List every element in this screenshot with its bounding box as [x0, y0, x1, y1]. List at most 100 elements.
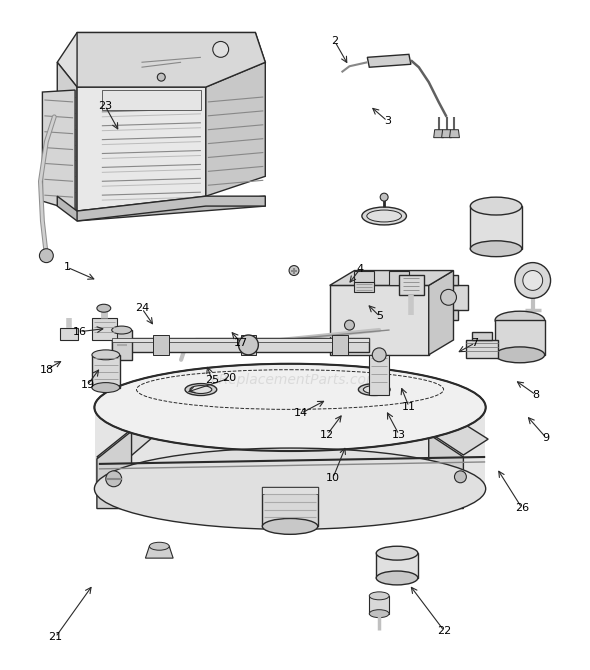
Text: 9: 9	[543, 433, 550, 443]
Polygon shape	[495, 320, 545, 355]
Circle shape	[158, 73, 165, 81]
Ellipse shape	[369, 592, 389, 600]
Ellipse shape	[92, 350, 120, 360]
Polygon shape	[429, 285, 468, 310]
Polygon shape	[473, 332, 492, 340]
Polygon shape	[95, 407, 485, 488]
Ellipse shape	[495, 311, 545, 329]
Text: 24: 24	[135, 304, 149, 314]
Polygon shape	[206, 62, 266, 196]
Ellipse shape	[112, 326, 132, 334]
Circle shape	[289, 265, 299, 275]
Text: 10: 10	[326, 473, 340, 483]
Text: eReplacementParts.com: eReplacementParts.com	[210, 373, 380, 387]
Text: 7: 7	[471, 338, 478, 348]
Polygon shape	[77, 196, 266, 221]
Text: 3: 3	[384, 116, 391, 126]
Text: 2: 2	[331, 36, 338, 46]
Polygon shape	[355, 271, 374, 285]
Circle shape	[523, 271, 543, 290]
Text: 5: 5	[376, 312, 384, 322]
Ellipse shape	[94, 364, 486, 451]
Polygon shape	[57, 62, 77, 211]
Polygon shape	[389, 271, 409, 285]
Text: 8: 8	[532, 390, 539, 400]
Polygon shape	[42, 90, 75, 211]
Ellipse shape	[185, 384, 217, 395]
Polygon shape	[368, 54, 411, 67]
Text: 22: 22	[437, 626, 451, 636]
Text: 12: 12	[320, 429, 334, 440]
Ellipse shape	[92, 383, 120, 393]
Polygon shape	[441, 130, 451, 137]
Polygon shape	[429, 434, 463, 509]
Polygon shape	[438, 275, 458, 285]
Ellipse shape	[190, 385, 212, 393]
Polygon shape	[92, 318, 117, 340]
Polygon shape	[429, 417, 488, 455]
Circle shape	[238, 335, 258, 355]
Polygon shape	[57, 196, 266, 221]
Ellipse shape	[470, 241, 522, 257]
Ellipse shape	[495, 347, 545, 362]
Ellipse shape	[369, 610, 389, 618]
Polygon shape	[97, 429, 156, 464]
Polygon shape	[355, 283, 374, 292]
Polygon shape	[438, 310, 458, 320]
Polygon shape	[112, 338, 369, 352]
Polygon shape	[153, 335, 169, 355]
Polygon shape	[145, 546, 173, 558]
Text: 1: 1	[64, 262, 71, 272]
Polygon shape	[466, 340, 498, 358]
Circle shape	[380, 193, 388, 201]
Ellipse shape	[362, 207, 407, 225]
Polygon shape	[263, 486, 318, 527]
Polygon shape	[77, 33, 266, 87]
Polygon shape	[97, 431, 132, 509]
Text: 11: 11	[402, 402, 416, 412]
Ellipse shape	[367, 210, 401, 222]
Circle shape	[372, 348, 386, 362]
Polygon shape	[330, 271, 454, 285]
Ellipse shape	[376, 571, 418, 585]
Text: 18: 18	[40, 364, 54, 375]
Text: 16: 16	[73, 327, 87, 337]
Polygon shape	[399, 275, 424, 295]
Circle shape	[441, 289, 457, 306]
Polygon shape	[470, 206, 522, 249]
Circle shape	[515, 263, 550, 298]
Text: 14: 14	[294, 409, 308, 418]
Polygon shape	[241, 335, 257, 355]
Polygon shape	[332, 335, 348, 355]
Text: 19: 19	[80, 380, 94, 390]
Polygon shape	[102, 90, 201, 110]
Ellipse shape	[376, 546, 418, 560]
Circle shape	[40, 249, 53, 263]
Polygon shape	[112, 338, 369, 342]
Polygon shape	[429, 271, 454, 355]
Polygon shape	[57, 33, 266, 87]
Text: 21: 21	[48, 632, 63, 643]
Polygon shape	[330, 285, 429, 355]
Polygon shape	[369, 596, 389, 614]
Text: 26: 26	[514, 502, 529, 513]
Polygon shape	[92, 355, 120, 387]
Ellipse shape	[149, 542, 169, 550]
Polygon shape	[112, 330, 132, 360]
Polygon shape	[149, 546, 169, 556]
Polygon shape	[450, 130, 460, 137]
Circle shape	[106, 471, 122, 486]
Text: 20: 20	[222, 373, 237, 383]
Ellipse shape	[94, 448, 486, 529]
Polygon shape	[77, 87, 206, 211]
Text: 25: 25	[205, 375, 219, 385]
Polygon shape	[376, 553, 418, 578]
Text: 17: 17	[234, 338, 248, 348]
Ellipse shape	[470, 197, 522, 215]
Polygon shape	[263, 486, 318, 494]
Polygon shape	[369, 355, 389, 395]
Ellipse shape	[97, 304, 111, 312]
Circle shape	[454, 471, 466, 483]
Ellipse shape	[363, 385, 385, 393]
Text: 13: 13	[392, 429, 406, 440]
